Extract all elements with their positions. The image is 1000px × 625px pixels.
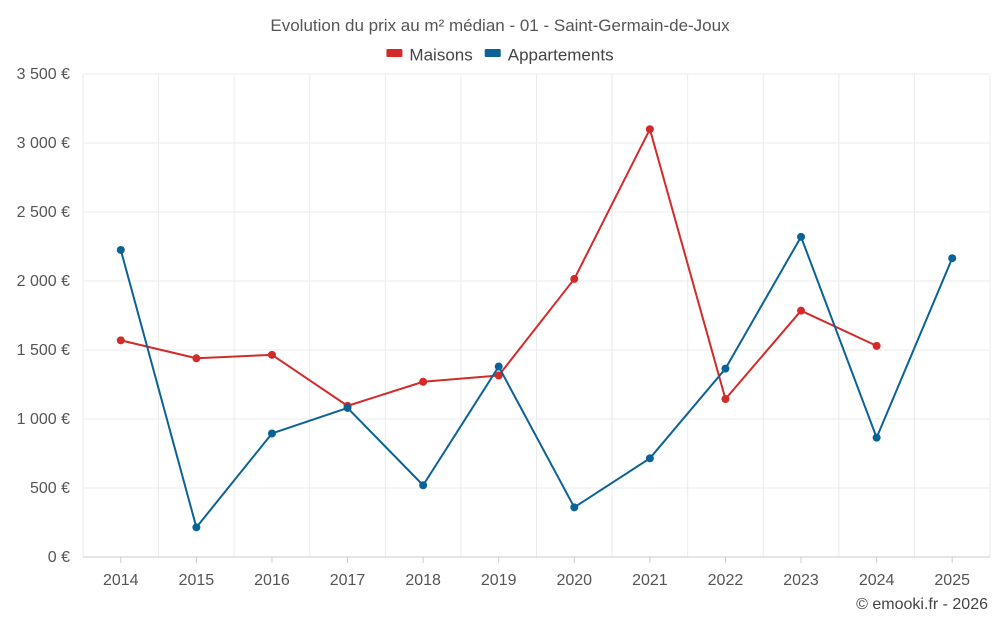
data-point-appartements[interactable] xyxy=(721,364,730,373)
data-point-maisons[interactable] xyxy=(721,394,730,403)
legend-label: Appartements xyxy=(508,46,614,65)
copyright: © emooki.fr - 2026 xyxy=(856,596,988,613)
data-point-appartements[interactable] xyxy=(872,433,881,442)
data-point-appartements[interactable] xyxy=(267,429,276,438)
x-tick-label: 2017 xyxy=(330,572,366,589)
data-point-appartements[interactable] xyxy=(419,481,428,490)
series-maisons xyxy=(116,125,881,410)
x-tick-label: 2015 xyxy=(179,572,215,589)
y-tick-label: 2 500 € xyxy=(17,204,70,221)
legend-swatch xyxy=(484,49,501,57)
grid xyxy=(82,73,991,557)
legend-label: Maisons xyxy=(409,46,472,65)
y-tick-label: 1 000 € xyxy=(17,411,70,428)
x-tick-label: 2021 xyxy=(632,572,668,589)
x-tick-label: 2016 xyxy=(254,572,290,589)
data-point-maisons[interactable] xyxy=(797,306,806,315)
data-point-appartements[interactable] xyxy=(343,403,352,412)
data-point-appartements[interactable] xyxy=(948,254,957,263)
x-tick-label: 2018 xyxy=(405,572,441,589)
data-point-maisons[interactable] xyxy=(419,377,428,386)
x-tick-label: 2024 xyxy=(859,572,895,589)
y-tick-label: 500 € xyxy=(30,480,70,497)
chart-title: Evolution du prix au m² médian - 01 - Sa… xyxy=(270,16,730,35)
series-appartements xyxy=(116,232,957,532)
data-point-maisons[interactable] xyxy=(494,371,503,380)
x-tick-label: 2014 xyxy=(103,572,139,589)
data-point-maisons[interactable] xyxy=(872,341,881,350)
x-axis: 2014 2015 2016 2017 2018 2019 2020 2021 2022 2023… xyxy=(83,556,990,589)
data-point-maisons[interactable] xyxy=(267,350,276,359)
y-tick-label: 3 000 € xyxy=(17,135,70,152)
data-point-maisons[interactable] xyxy=(116,336,125,345)
data-point-appartements[interactable] xyxy=(494,362,503,371)
data-point-appartements[interactable] xyxy=(570,503,579,512)
x-tick-label: 2019 xyxy=(481,572,517,589)
legend-item-maisons[interactable]: Maisons xyxy=(386,46,473,65)
legend: Maisons Appartements xyxy=(386,46,614,65)
legend-item-appartements[interactable]: Appartements xyxy=(484,46,614,65)
y-tick-label: 0 € xyxy=(48,549,70,566)
y-tick-label: 1 500 € xyxy=(17,342,70,359)
data-point-maisons[interactable] xyxy=(192,354,201,363)
legend-swatch xyxy=(386,49,403,57)
data-point-maisons[interactable] xyxy=(570,274,579,283)
data-point-maisons[interactable] xyxy=(645,125,654,134)
y-tick-label: 3 500 € xyxy=(17,66,70,83)
data-point-appartements[interactable] xyxy=(645,454,654,463)
data-point-appartements[interactable] xyxy=(797,232,806,241)
x-tick-label: 2023 xyxy=(783,572,819,589)
y-axis: 0 € 500 € 1 000 € 1 500 € 2 000 € 2 500 € 3 00… xyxy=(17,66,70,566)
series-group xyxy=(116,125,957,532)
x-tick-label: 2020 xyxy=(556,572,592,589)
x-tick-label: 2025 xyxy=(934,572,970,589)
series-line-appartements xyxy=(119,235,954,529)
data-point-appartements[interactable] xyxy=(192,523,201,532)
data-point-appartements[interactable] xyxy=(116,245,125,254)
y-tick-label: 2 000 € xyxy=(17,273,70,290)
x-tick-label: 2022 xyxy=(708,572,744,589)
